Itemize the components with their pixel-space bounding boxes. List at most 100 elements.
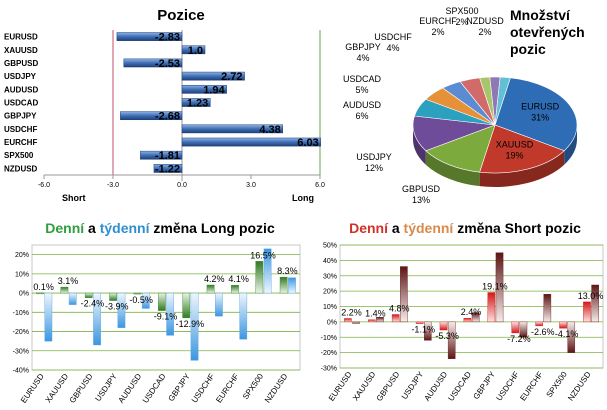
y-tick-label-4: 0% [19,291,29,298]
bar-usdjpy-daily [109,292,117,301]
bar-gbpjpy-daily [487,292,496,323]
bar-usdcad-daily [463,317,472,323]
pie-label-eurchf: EURCHF [419,16,457,26]
data-label-spx500: 16.5% [250,250,276,260]
short-title-part-daily: Denní [349,220,389,236]
y-tick-label-3: 0% [327,319,337,326]
pie-label-usdcad: USDCAD [343,74,382,84]
y-tick-label-7: 40% [323,258,337,265]
pie-label-eurusd: EURUSD [521,102,560,112]
value-label-gbpusd: -2.53 [155,58,180,70]
bar-usdchf-weekly [215,292,223,317]
y-tick-label-2: -20% [13,329,29,336]
y-tick-label-1: -20% [321,350,337,357]
data-label-audusd: -0.5% [129,295,153,305]
bar-eurusd-daily [36,292,44,295]
long-title-part-weekly: týdenní [100,220,151,236]
value-label-eurusd: -2.83 [155,32,180,44]
pie-side-eurusd [564,125,577,165]
data-label-gbpusd: -2.4% [81,299,105,309]
pie-pct-usdjpy: 12% [365,163,383,173]
bar-eurusd-weekly [352,321,360,324]
bar-audusd-daily [133,292,142,295]
bar-audusd-daily [439,321,448,331]
x-tick-label-0: -6.0 [38,182,50,189]
y-tick-label-2: -10% [321,335,337,342]
long-title-part-daily: Denní [45,220,85,236]
y-tick-label-4: 10% [323,304,337,311]
bar-gbpjpy-weekly [495,252,504,323]
bar-spx500-weekly [567,321,576,353]
bar-gbpusd-weekly [400,266,408,323]
data-label-nzdusd: 13.0% [578,291,604,301]
pie-title-line-2: otevřených [510,24,585,40]
category-label-usdcad: USDCAD [4,99,38,108]
bar-nzdusd-weekly [591,284,599,323]
short-title-part-weekly: týdenní [404,220,455,236]
bar-audusd-weekly [141,292,150,309]
category-label-xauusd: XAUUSD [4,46,38,55]
value-label-audusd: 1.94 [203,84,225,96]
data-label-eurchf: 4.1% [228,274,249,284]
category-label-xauusd: XAUUSD [44,372,71,405]
data-label-gbpjpy: -12.9% [176,319,205,329]
value-label-eurchf: 6.03 [297,137,318,149]
category-label-audusd: AUDUSD [117,372,144,405]
category-label-usdcad: USDCAD [446,370,473,403]
bar-xauusd-daily [368,319,376,323]
bar-usdchf-weekly [519,321,528,338]
pie-slice-usdjpy [412,115,496,152]
category-label-eurusd: EURUSD [19,372,46,405]
bar-gbpjpy-daily [182,292,191,319]
x-tick-label-1: -3.0 [107,182,119,189]
short-change-chart: Denní a týdenní změna Short pozic 2.2% 1.… [321,220,604,403]
category-label-eurusd: EURUSD [4,33,38,42]
bar-eurchf-daily [231,284,239,294]
pie-side-xauusd [479,150,565,187]
pie-pct-nzdusd: 2% [478,27,491,37]
y-tick-label-0: -30% [321,366,337,373]
bar-xauusd-weekly [376,317,384,323]
bar-gbpusd-weekly [93,292,101,346]
pie-slice-nzdusd [494,76,511,126]
bar-eurchf [181,137,321,147]
category-label-nzdusd: NZDUSD [4,164,38,173]
value-label-usdjpy: 2.72 [221,71,242,83]
pie-side-gbpusd [425,150,480,187]
bar-usdcad-daily [158,292,166,311]
bar-eurusd-daily [344,318,352,323]
bar-usdchf-daily [206,284,215,294]
pie-label-gbpusd: GBPUSD [402,184,441,194]
bar-usdjpy-weekly [117,292,126,328]
x-tick-label-4: 6.0 [315,182,325,189]
data-label-spx500: -4.1% [555,329,579,339]
bar-gbpusd-daily [84,292,93,298]
category-label-gbpjpy: GBPJPY [472,369,498,401]
bar-usdjpy-daily [415,321,424,324]
y-tick-label-6: 30% [323,273,337,280]
category-label-eurusd: EURUSD [327,370,354,403]
pie-side-usdjpy [413,125,426,165]
positions-title: Pozice [157,7,205,24]
bar-spx500-daily [255,261,264,294]
short-label: Short [62,193,86,203]
category-label-spx500: SPX500 [545,370,570,400]
bar-usdcad [181,98,211,107]
bar-usdchf [181,124,283,134]
pie-pct-usdchf: 4% [386,43,399,53]
value-label-xauusd: 1.0 [188,45,203,57]
category-label-usdjpy: USDJPY [400,369,426,401]
y-tick-label-1: -30% [13,348,29,355]
pie-label-usdjpy: USDJPY [356,152,392,162]
category-label-eurchf: EURCHF [4,138,37,147]
category-label-gbpjpy: GBPJPY [4,112,37,121]
category-label-usdchf: USDCHF [190,372,217,405]
bar-spx500-daily [559,321,567,329]
category-label-usdchf: USDCHF [494,370,521,403]
bar-nzdusd-weekly [288,277,296,294]
category-label-gbpusd: GBPUSD [68,372,95,405]
bar-xauusd-weekly [68,292,77,305]
short-change-title: Denní a týdenní změna Short pozic [349,220,581,236]
short-title-part-and: a [388,220,404,236]
